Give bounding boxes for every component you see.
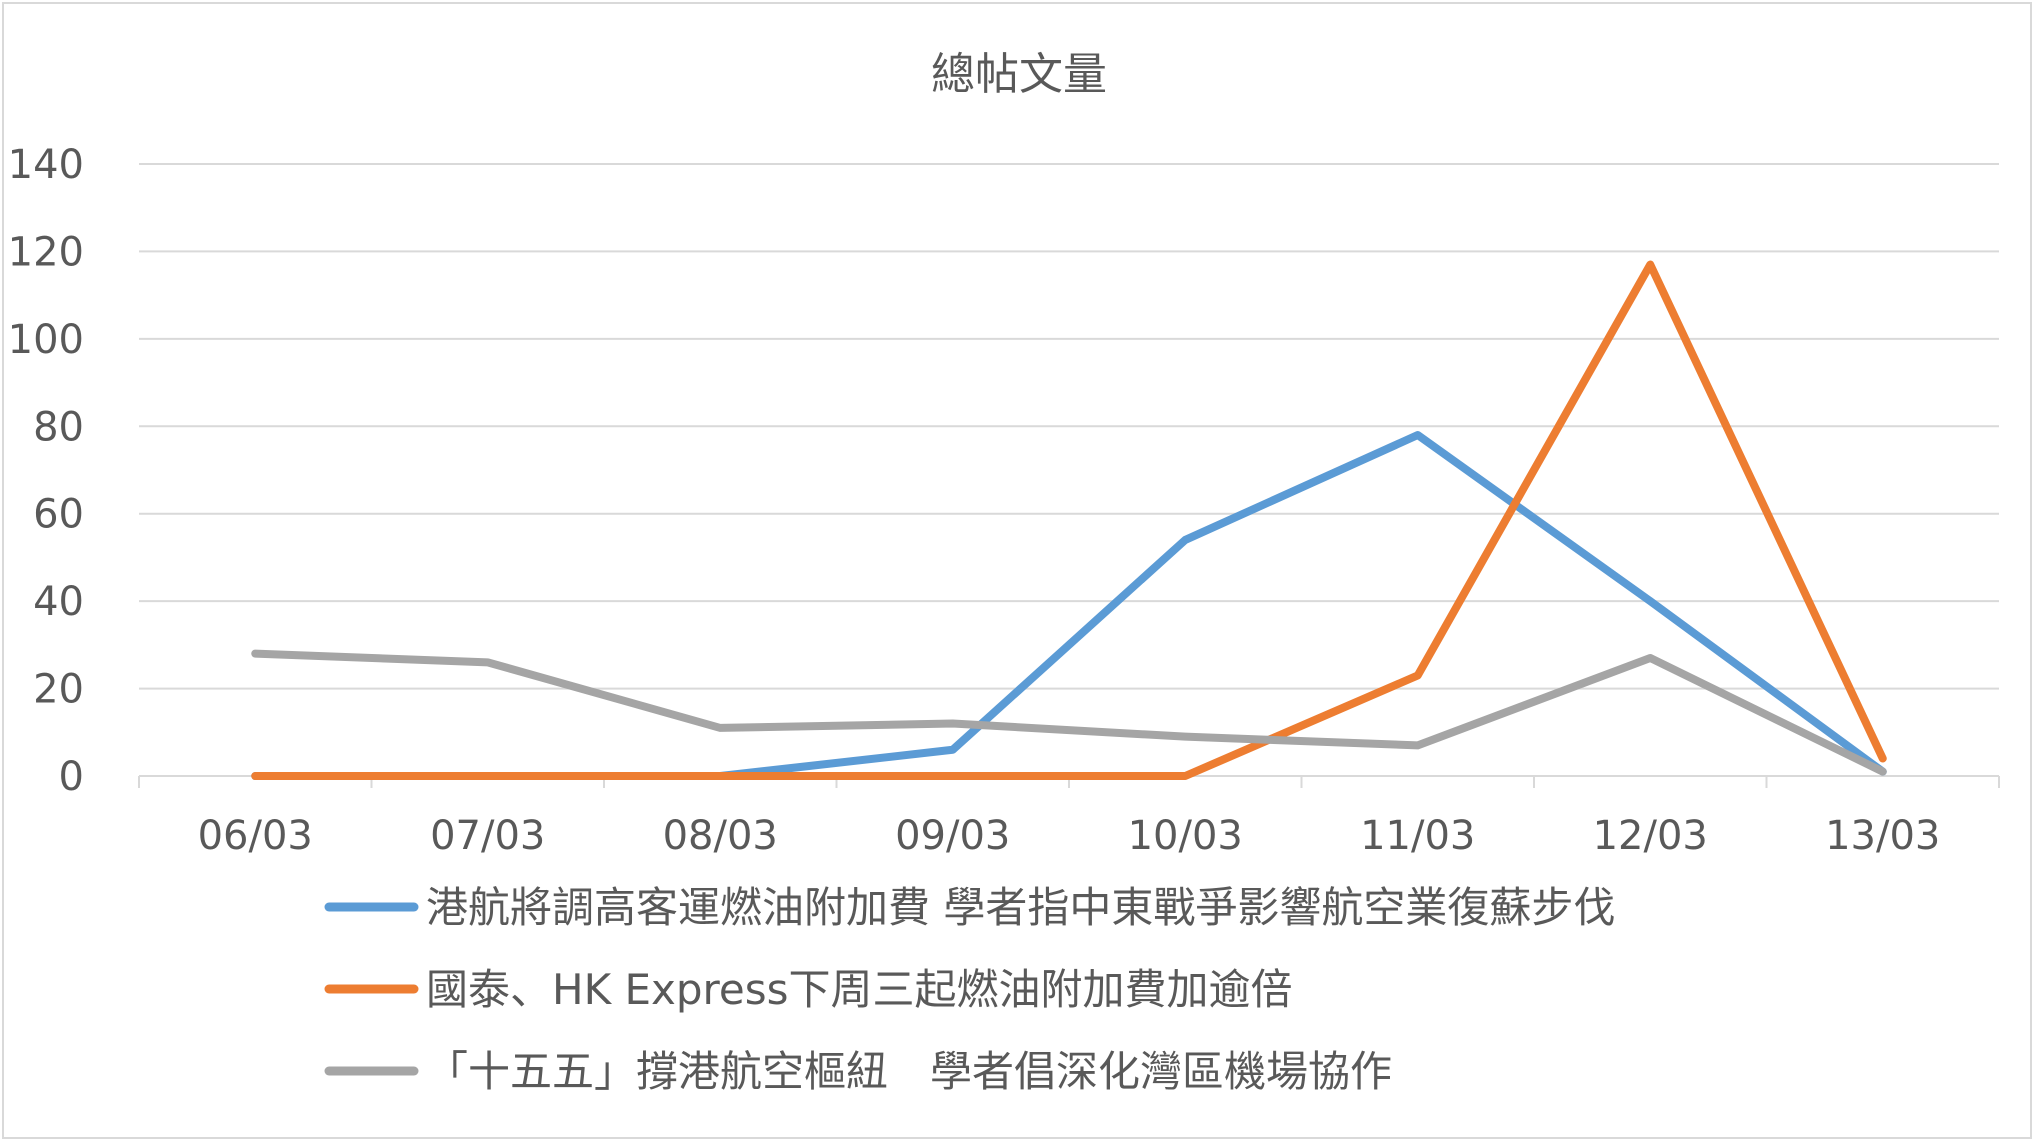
x-tick-label: 06/03 (198, 813, 313, 859)
x-tick-label: 07/03 (430, 813, 545, 859)
legend-label-2: 國泰、HK Express下周三起燃油附加費加逾倍 (426, 965, 1292, 1014)
y-tick-label: 20 (33, 667, 84, 713)
y-tick-label: 120 (8, 229, 84, 275)
legend-label-1: 港航將調高客運燃油附加費 學者指中東戰爭影響航空業復蘇步伐 (426, 883, 1615, 932)
series-lines (251, 260, 1887, 780)
y-axis-tick-labels: 0 20 40 60 80 100 120 140 (8, 142, 84, 800)
x-tick-label: 13/03 (1825, 813, 1940, 859)
y-tick-label: 100 (8, 317, 84, 363)
y-tick-label: 0 (59, 754, 84, 800)
x-axis-tick-labels: 06/03 07/03 08/03 09/03 10/03 11/03 12/03 13/03 (198, 813, 1941, 859)
x-tick-label: 08/03 (663, 813, 778, 859)
x-tick-label: 12/03 (1593, 813, 1708, 859)
x-tick-label: 09/03 (895, 813, 1010, 859)
series-line-2 (251, 260, 1887, 780)
series-line-3 (251, 649, 1887, 776)
y-tick-label: 40 (33, 579, 84, 625)
chart-title: 總帖文量 (931, 49, 1107, 100)
x-tick-label: 10/03 (1128, 813, 1243, 859)
x-tick-label: 11/03 (1360, 813, 1475, 859)
y-tick-label: 140 (8, 142, 84, 188)
y-tick-label: 60 (33, 492, 84, 538)
gridlines (139, 163, 1999, 690)
series-line-1 (251, 431, 1887, 780)
legend-label-3: 「十五五」撐港航空樞紐 學者倡深化灣區機場協作 (426, 1047, 1392, 1096)
y-tick-label: 80 (33, 404, 84, 450)
